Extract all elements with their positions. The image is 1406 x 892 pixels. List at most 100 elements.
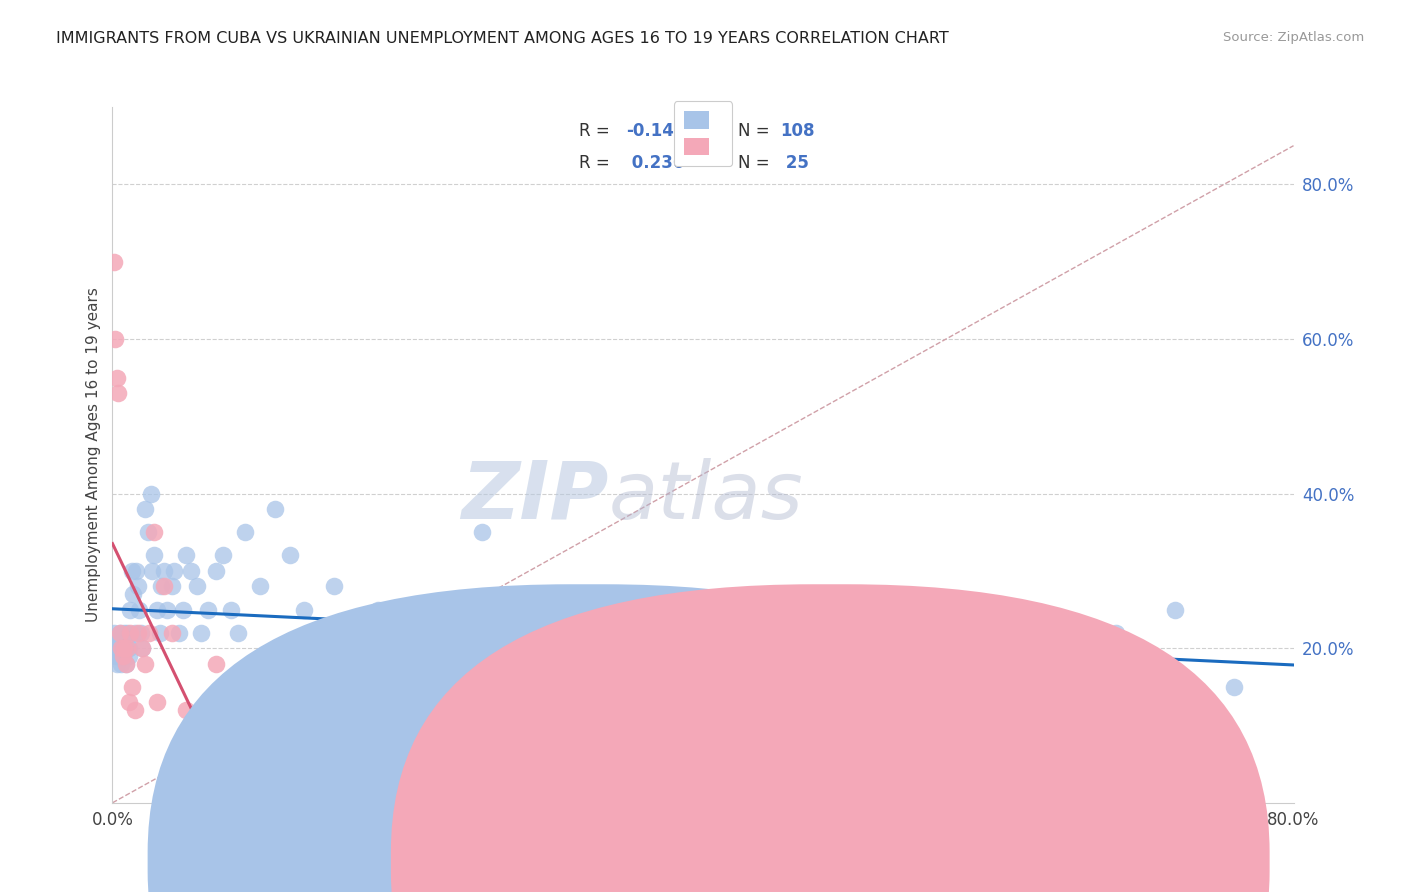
Point <box>780 641 803 656</box>
Y-axis label: Unemployment Among Ages 16 to 19 years: Unemployment Among Ages 16 to 19 years <box>86 287 101 623</box>
Point <box>174 703 197 717</box>
Point <box>139 486 162 500</box>
Point <box>264 502 287 516</box>
Point <box>107 386 129 401</box>
Point <box>323 579 346 593</box>
Point <box>219 602 242 616</box>
Point <box>544 625 567 640</box>
Point <box>118 648 141 663</box>
Point <box>105 370 128 384</box>
Point <box>396 625 419 640</box>
Point <box>128 602 150 616</box>
Point <box>308 625 330 640</box>
Point <box>118 641 141 656</box>
Point <box>249 579 271 593</box>
Point <box>197 602 219 616</box>
Text: 25: 25 <box>780 153 808 171</box>
Point <box>163 564 186 578</box>
Point <box>142 549 165 563</box>
Point <box>501 641 523 656</box>
Point <box>411 648 433 663</box>
Point <box>110 641 132 656</box>
Text: Immigrants from Cuba: Immigrants from Cuba <box>619 854 792 868</box>
Text: IMMIGRANTS FROM CUBA VS UKRAINIAN UNEMPLOYMENT AMONG AGES 16 TO 19 YEARS CORRELA: IMMIGRANTS FROM CUBA VS UKRAINIAN UNEMPL… <box>56 31 949 46</box>
Point <box>186 579 208 593</box>
Point <box>110 657 132 671</box>
Text: Source: ZipAtlas.com: Source: ZipAtlas.com <box>1223 31 1364 45</box>
Point <box>105 657 128 671</box>
Point <box>146 695 169 709</box>
Point <box>134 502 156 516</box>
Point <box>124 625 146 640</box>
Point <box>558 648 582 663</box>
Point <box>987 657 1010 671</box>
Point <box>180 564 202 578</box>
Point <box>928 641 950 656</box>
Point <box>233 525 256 540</box>
Point <box>205 564 228 578</box>
Text: N =: N = <box>738 153 775 171</box>
Text: -0.149: -0.149 <box>626 122 686 140</box>
Point <box>108 625 131 640</box>
Point <box>212 549 235 563</box>
Point <box>205 657 228 671</box>
Point <box>111 648 134 663</box>
Point <box>367 602 389 616</box>
Point <box>1046 648 1069 663</box>
Point <box>112 625 135 640</box>
Point <box>103 254 125 268</box>
Point <box>114 641 136 656</box>
Point <box>529 657 551 671</box>
Point <box>112 633 135 648</box>
Text: 108: 108 <box>780 122 814 140</box>
Point <box>134 657 156 671</box>
Point <box>103 625 125 640</box>
Point <box>120 625 142 640</box>
Point <box>153 579 176 593</box>
Legend: , : , <box>673 102 733 166</box>
Point <box>751 657 773 671</box>
Point <box>108 641 131 656</box>
Point <box>278 549 301 563</box>
Point <box>131 641 153 656</box>
Point <box>619 625 641 640</box>
Point <box>127 579 149 593</box>
Point <box>884 648 907 663</box>
Point <box>138 625 160 640</box>
Point <box>172 602 194 616</box>
Point <box>160 625 183 640</box>
Point <box>121 680 143 694</box>
Point <box>127 625 149 640</box>
Text: atlas: atlas <box>609 458 803 536</box>
Point <box>352 625 374 640</box>
Point <box>111 648 134 663</box>
Point <box>149 625 172 640</box>
Point <box>142 525 165 540</box>
Point <box>190 734 212 748</box>
Point <box>692 641 714 656</box>
Point <box>190 625 212 640</box>
Point <box>1223 680 1246 694</box>
Point <box>839 657 862 671</box>
Text: R =: R = <box>579 122 614 140</box>
Point <box>292 602 315 616</box>
Point <box>382 641 405 656</box>
Point <box>124 703 146 717</box>
Point <box>647 665 671 679</box>
Point <box>108 625 131 640</box>
Point <box>110 633 132 648</box>
Point <box>114 657 136 671</box>
Text: ZIP: ZIP <box>461 458 609 536</box>
Point <box>721 625 744 640</box>
Point <box>104 648 127 663</box>
Point <box>810 625 832 640</box>
Point <box>125 564 148 578</box>
Point <box>103 641 125 656</box>
Point <box>167 625 190 640</box>
Text: Ukrainians: Ukrainians <box>858 854 939 868</box>
Text: N =: N = <box>738 122 775 140</box>
Point <box>120 602 142 616</box>
Point <box>129 625 152 640</box>
Point <box>136 525 159 540</box>
Point <box>456 648 478 663</box>
